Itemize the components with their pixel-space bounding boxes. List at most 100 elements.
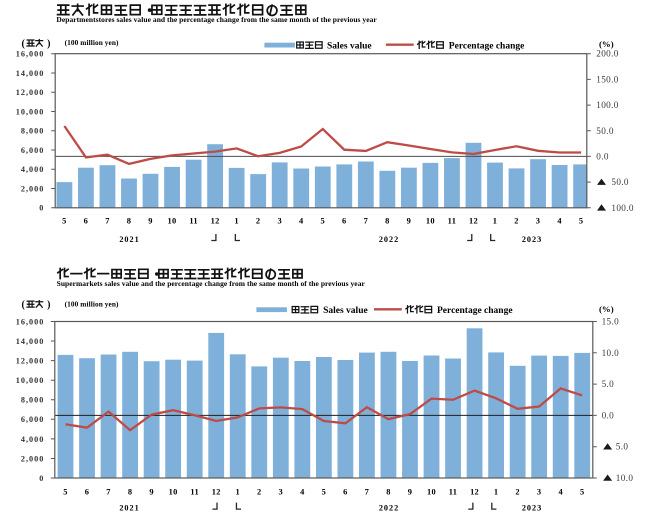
svg-text:5: 5: [579, 216, 584, 225]
svg-text:6,000: 6,000: [21, 146, 44, 155]
svg-text:8,000: 8,000: [21, 127, 44, 136]
svg-text:Departmentstores sales value a: Departmentstores sales value and the per…: [56, 15, 377, 24]
svg-text:0.0: 0.0: [596, 151, 609, 161]
svg-text:2: 2: [514, 216, 519, 225]
svg-text:2: 2: [515, 488, 520, 497]
svg-text:1: 1: [493, 216, 498, 225]
svg-text:7: 7: [365, 488, 370, 497]
svg-text:5.0: 5.0: [602, 379, 615, 389]
svg-text:2022: 2022: [379, 235, 399, 244]
svg-text:11: 11: [190, 488, 199, 497]
svg-text:5: 5: [321, 216, 326, 225]
svg-text:3: 3: [277, 216, 282, 225]
svg-text:14,000: 14,000: [16, 69, 45, 78]
svg-text:9: 9: [408, 488, 413, 497]
svg-text:6: 6: [84, 216, 89, 225]
svg-text:7: 7: [364, 216, 369, 225]
svg-text:2,000: 2,000: [21, 454, 44, 463]
svg-text:5.0: 5.0: [616, 442, 629, 452]
svg-text:12,000: 12,000: [16, 357, 45, 366]
svg-text:9: 9: [148, 216, 153, 225]
svg-text:7: 7: [105, 216, 110, 225]
svg-text:2,000: 2,000: [21, 184, 44, 193]
svg-text:10: 10: [169, 488, 178, 497]
svg-text:2021: 2021: [119, 235, 139, 244]
svg-text:16,000: 16,000: [16, 317, 45, 326]
svg-text:100.0: 100.0: [611, 203, 633, 213]
svg-text:7: 7: [106, 488, 111, 497]
svg-text:6: 6: [343, 488, 348, 497]
svg-text:11: 11: [189, 216, 198, 225]
svg-text:4,000: 4,000: [21, 165, 44, 174]
svg-text:12: 12: [212, 488, 221, 497]
svg-text:3: 3: [279, 488, 284, 497]
svg-text:8: 8: [386, 488, 391, 497]
svg-text:200.0: 200.0: [596, 49, 618, 59]
svg-text:(%): (%): [599, 39, 614, 49]
svg-text:10: 10: [426, 216, 435, 225]
svg-text:(100 million yen): (100 million yen): [65, 38, 119, 47]
svg-text:2021: 2021: [119, 504, 139, 513]
svg-text:8: 8: [128, 488, 133, 497]
svg-text:4,000: 4,000: [21, 435, 44, 444]
svg-text:8,000: 8,000: [21, 396, 44, 405]
svg-text:Supermarkets sales value and t: Supermarkets sales value and the percent…: [57, 279, 366, 288]
svg-text:15.0: 15.0: [602, 317, 620, 327]
svg-text:12: 12: [211, 216, 220, 225]
svg-text:6: 6: [85, 488, 90, 497]
svg-text:9: 9: [407, 216, 412, 225]
svg-text:3: 3: [536, 216, 541, 225]
svg-text:1: 1: [234, 216, 239, 225]
svg-text:4: 4: [300, 488, 305, 497]
svg-text:Percentage change: Percentage change: [449, 41, 525, 51]
svg-text:(: (: [22, 300, 26, 311]
svg-text:10.0: 10.0: [602, 348, 620, 358]
svg-text:9: 9: [149, 488, 154, 497]
svg-text:6: 6: [342, 216, 347, 225]
svg-text:14,000: 14,000: [16, 337, 45, 346]
svg-text:10,000: 10,000: [16, 376, 45, 385]
svg-text:2023: 2023: [522, 235, 542, 244]
svg-text:12: 12: [470, 488, 479, 497]
svg-text:10.0: 10.0: [616, 473, 634, 483]
svg-text:(: (: [22, 38, 26, 49]
svg-text:1: 1: [494, 488, 499, 497]
svg-text:11: 11: [448, 216, 457, 225]
svg-text:10: 10: [427, 488, 436, 497]
svg-text:5: 5: [62, 216, 67, 225]
svg-text:100.0: 100.0: [596, 100, 618, 110]
svg-text:16,000: 16,000: [16, 50, 45, 59]
svg-text:150.0: 150.0: [596, 74, 618, 84]
svg-text:5: 5: [63, 488, 68, 497]
svg-text:6,000: 6,000: [21, 415, 44, 424]
svg-text:2: 2: [257, 488, 262, 497]
svg-text:): ): [47, 38, 50, 49]
svg-text:4: 4: [299, 216, 304, 225]
svg-text:4: 4: [558, 488, 563, 497]
svg-text:10: 10: [168, 216, 177, 225]
svg-text:5: 5: [580, 488, 585, 497]
svg-text:12: 12: [469, 216, 478, 225]
svg-text:0: 0: [39, 204, 44, 213]
svg-text:50.0: 50.0: [611, 177, 629, 187]
svg-text:): ): [47, 300, 50, 311]
svg-text:0: 0: [39, 474, 44, 483]
svg-text:10,000: 10,000: [16, 107, 45, 116]
svg-text:Sales value: Sales value: [327, 41, 372, 51]
svg-text:2023: 2023: [522, 504, 542, 513]
svg-text:(100 million yen): (100 million yen): [65, 299, 119, 308]
svg-text:2022: 2022: [379, 504, 399, 513]
svg-text:(%): (%): [599, 304, 614, 314]
svg-text:1: 1: [235, 488, 240, 497]
svg-text:Percentage change: Percentage change: [437, 306, 513, 316]
svg-text:2: 2: [256, 216, 261, 225]
svg-text:50.0: 50.0: [596, 126, 614, 136]
svg-text:0.0: 0.0: [602, 410, 615, 420]
svg-text:Sales value: Sales value: [323, 306, 368, 316]
svg-text:12,000: 12,000: [16, 88, 45, 97]
svg-text:11: 11: [449, 488, 458, 497]
svg-text:8: 8: [385, 216, 390, 225]
svg-text:5: 5: [322, 488, 327, 497]
svg-text:8: 8: [127, 216, 132, 225]
svg-text:4: 4: [557, 216, 562, 225]
